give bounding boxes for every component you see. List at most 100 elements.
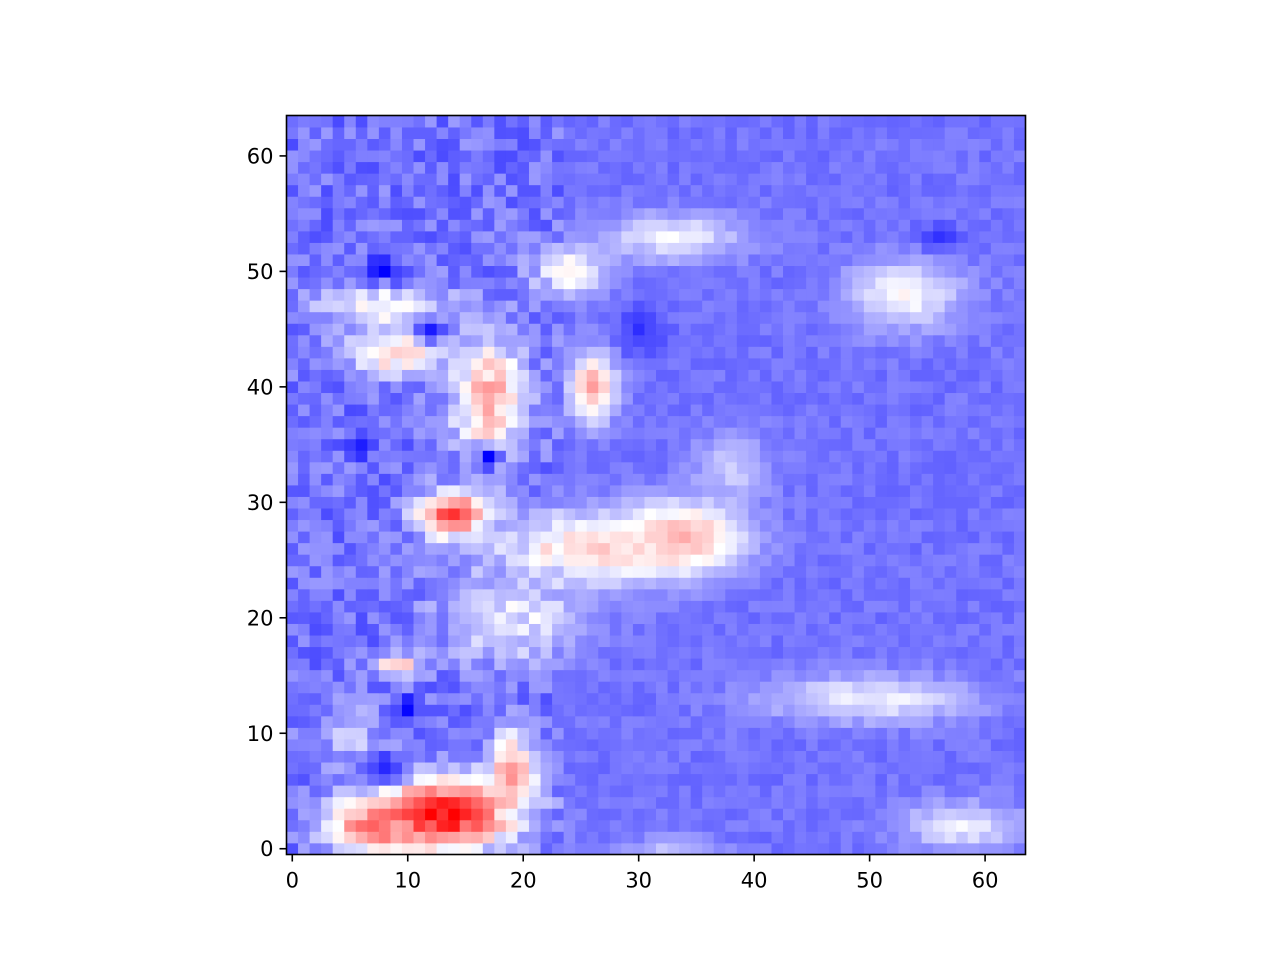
- heatmap-cell: [459, 588, 472, 601]
- heatmap-cell: [609, 785, 622, 798]
- heatmap-cell: [390, 600, 403, 613]
- heatmap-cell: [725, 184, 738, 197]
- heatmap-cell: [471, 427, 484, 440]
- heatmap-cell: [667, 461, 680, 474]
- heatmap-cell: [390, 658, 403, 671]
- heatmap-cell: [448, 392, 461, 405]
- heatmap-cell: [332, 669, 345, 682]
- heatmap-cell: [956, 311, 969, 324]
- heatmap-cell: [990, 646, 1003, 659]
- heatmap-cell: [332, 762, 345, 775]
- heatmap-cell: [344, 381, 357, 394]
- heatmap-cell: [1013, 300, 1026, 313]
- heatmap-cell: [505, 415, 518, 428]
- heatmap-cell: [632, 554, 645, 567]
- heatmap-cell: [806, 519, 819, 532]
- heatmap-cell: [505, 831, 518, 844]
- heatmap-cell: [482, 207, 495, 220]
- heatmap-cell: [713, 785, 726, 798]
- heatmap-cell: [528, 196, 541, 209]
- heatmap-cell: [528, 635, 541, 648]
- heatmap-cell: [309, 334, 322, 347]
- heatmap-cell: [1013, 230, 1026, 243]
- heatmap-cell: [528, 842, 541, 855]
- heatmap-cell: [702, 773, 715, 786]
- heatmap-cell: [667, 554, 680, 567]
- heatmap-cell: [425, 496, 438, 509]
- heatmap-cell: [586, 531, 599, 544]
- heatmap-cell: [852, 750, 865, 763]
- heatmap-cell: [482, 531, 495, 544]
- heatmap-cell: [886, 346, 899, 359]
- heatmap-cell: [482, 542, 495, 555]
- heatmap-cell: [656, 242, 668, 255]
- heatmap-cell: [921, 762, 934, 775]
- heatmap-cell: [771, 161, 784, 174]
- heatmap-cell: [540, 531, 553, 544]
- heatmap-cell: [482, 623, 495, 636]
- heatmap-cell: [298, 588, 310, 601]
- heatmap-cell: [401, 230, 414, 243]
- heatmap-cell: [817, 184, 830, 197]
- heatmap-cell: [944, 773, 957, 786]
- heatmap-cell: [528, 785, 541, 798]
- heatmap-cell: [736, 554, 749, 567]
- heatmap-cell: [713, 635, 726, 648]
- heatmap-cell: [482, 669, 495, 682]
- heatmap-cell: [540, 438, 553, 451]
- heatmap-cell: [425, 115, 438, 128]
- heatmap-cell: [425, 450, 438, 463]
- heatmap-cell: [748, 600, 761, 613]
- heatmap-cell: [598, 346, 611, 359]
- heatmap-cell: [563, 196, 576, 209]
- heatmap-cell: [771, 427, 784, 440]
- heatmap-cell: [679, 415, 692, 428]
- heatmap-cell: [332, 115, 345, 128]
- heatmap-cell: [656, 773, 668, 786]
- heatmap-cell: [725, 334, 738, 347]
- heatmap-cell: [448, 300, 461, 313]
- heatmap-cell: [413, 254, 426, 267]
- heatmap-cell: [494, 381, 507, 394]
- heatmap-cell: [1002, 184, 1015, 197]
- heatmap-cell: [494, 427, 507, 440]
- heatmap-cell: [355, 577, 368, 590]
- heatmap-cell: [413, 658, 426, 671]
- heatmap-cell: [736, 739, 749, 751]
- heatmap-cell: [990, 288, 1003, 301]
- heatmap-cell: [344, 300, 357, 313]
- heatmap-cell: [482, 658, 495, 671]
- heatmap-cell: [448, 161, 461, 174]
- heatmap-cell: [425, 773, 438, 786]
- heatmap-cell: [298, 808, 310, 821]
- heatmap-cell: [286, 704, 299, 717]
- heatmap-cell: [609, 369, 622, 382]
- heatmap-cell: [355, 288, 368, 301]
- heatmap-cell: [286, 300, 299, 313]
- heatmap-cell: [448, 461, 461, 474]
- heatmap-cell: [725, 519, 738, 532]
- heatmap-cell: [355, 762, 368, 775]
- heatmap-cell: [713, 323, 726, 336]
- heatmap-cell: [910, 508, 922, 521]
- heatmap-cell: [563, 346, 576, 359]
- heatmap-cell: [990, 127, 1003, 139]
- heatmap-cell: [413, 796, 426, 809]
- heatmap-cell: [482, 300, 495, 313]
- heatmap-cell: [505, 127, 518, 139]
- heatmap-cell: [656, 612, 668, 624]
- heatmap-cell: [286, 277, 299, 290]
- heatmap-cell: [482, 496, 495, 509]
- heatmap-cell: [528, 138, 541, 151]
- heatmap-cell: [309, 254, 322, 267]
- heatmap-cell: [332, 727, 345, 740]
- heatmap-cell: [609, 196, 622, 209]
- heatmap-cell: [367, 473, 380, 486]
- heatmap-cell: [690, 242, 703, 255]
- heatmap-cell: [829, 485, 842, 497]
- heatmap-cell: [806, 161, 819, 174]
- heatmap-cell: [725, 288, 738, 301]
- heatmap-cell: [679, 346, 692, 359]
- heatmap-cell: [736, 369, 749, 382]
- heatmap-cell: [321, 277, 334, 290]
